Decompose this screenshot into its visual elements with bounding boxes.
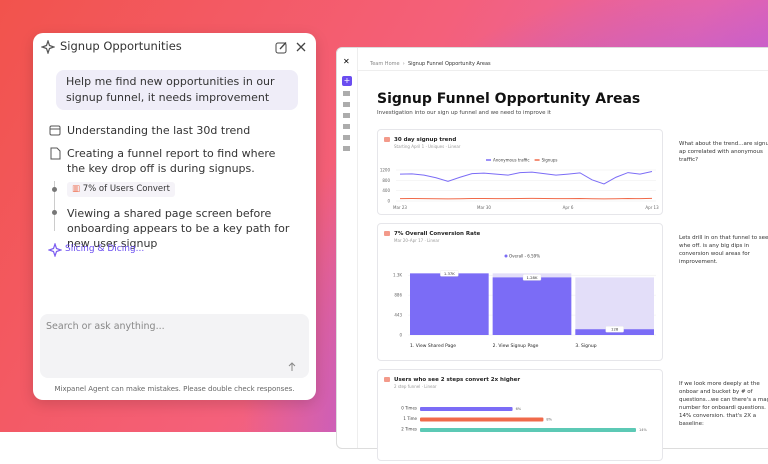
y-tick-label: 0 — [399, 333, 402, 338]
chart-title: 7% Overall Conversion Rate — [394, 231, 480, 237]
x-tick-label: Mar 23 — [393, 205, 407, 210]
chart-subtitle: Mar 20–Apr 17 · Linear — [394, 238, 440, 243]
sidebar: ✕ + — [337, 48, 358, 448]
user-message: Help me find new opportunities in our si… — [56, 70, 298, 110]
close-button[interactable] — [296, 42, 306, 52]
panel-title: Signup Opportunities — [60, 39, 182, 54]
y-tick-label: 400 — [382, 188, 390, 193]
bar — [420, 428, 636, 432]
step: Creating a funnel report to find where t… — [67, 146, 292, 176]
bar — [410, 273, 489, 335]
badge-text: 7% of Users Convert — [83, 184, 170, 194]
y-tick-label: 886 — [394, 293, 402, 298]
page: Signup Opportunities Help me find new op… — [0, 0, 768, 432]
disclaimer: Mixpanel Agent can make mistakes. Please… — [33, 385, 316, 393]
logo: ✕ — [343, 57, 350, 66]
bar — [420, 407, 513, 411]
value-label: 8% — [546, 418, 552, 422]
edit-button[interactable] — [275, 41, 288, 54]
report-icon — [49, 147, 61, 160]
chart-icon — [384, 231, 390, 236]
chart-title: 30 day signup trend — [394, 137, 456, 143]
y-tick-label: 800 — [382, 178, 390, 183]
value-label: 1.37K — [444, 271, 455, 276]
breadcrumb-item[interactable]: Team Home — [370, 61, 400, 67]
new-button[interactable]: + — [342, 76, 352, 86]
page-subtitle: Investigation into our sign up funnel an… — [377, 110, 551, 116]
status-text: Slicing & Dicing... — [65, 244, 144, 254]
page-title: Signup Funnel Opportunity Areas — [377, 91, 640, 107]
chart-title: Users who see 2 steps convert 2x higher — [394, 377, 520, 383]
legend-swatch — [505, 255, 508, 258]
send-button[interactable] — [288, 362, 296, 372]
chart-icon — [384, 377, 390, 382]
value-label: 6% — [516, 407, 522, 411]
x-tick-label: 1. View Shared Page — [410, 343, 456, 349]
chart-icon — [384, 137, 390, 142]
legend-label: Anonymous traffic — [493, 158, 530, 163]
x-tick-label: 2. View Signup Page — [493, 343, 539, 349]
category-label: 2 Times — [401, 427, 417, 432]
series-line — [400, 172, 652, 184]
legend-label: Overall - 6.59% — [509, 254, 540, 259]
sparkle-icon — [48, 243, 62, 257]
y-tick-label: 443 — [394, 313, 402, 318]
note: Lets drill in on that funnel to see whe … — [679, 234, 768, 266]
category-label: 0 Times — [401, 406, 417, 411]
y-tick-label: 0 — [387, 199, 390, 204]
breadcrumb-item: Signup Funnel Opportunity Areas — [408, 61, 491, 67]
bullet — [52, 210, 57, 215]
value-label: 14% — [639, 428, 647, 432]
chart-subtitle: 2 step funnel · Linear — [394, 384, 437, 389]
input-placeholder: Search or ask anything... — [46, 321, 165, 332]
x-tick-label: Apr 13 — [645, 205, 659, 210]
hbar-chart: Users who see 2 steps convert 2x higher2… — [378, 370, 662, 460]
step: Understanding the last 30d trend — [67, 123, 250, 138]
bar — [493, 277, 572, 335]
y-tick-label: 1200 — [380, 168, 391, 173]
agent-panel: Signup Opportunities Help me find new op… — [33, 33, 316, 400]
breadcrumb: Team Home › Signup Funnel Opportunity Ar… — [370, 61, 491, 67]
x-tick-label: Mar 30 — [477, 205, 491, 210]
x-tick-label: 3. Signup — [575, 343, 596, 349]
app-window: ✕ + Team Home › Signup Funnel Opportunit… — [336, 47, 768, 449]
value-label: 128 — [611, 327, 619, 332]
legend-label: Signups — [542, 158, 558, 163]
bar — [420, 418, 543, 422]
category-label: 1 Time — [403, 416, 417, 421]
value-label: 1.28K — [527, 275, 538, 280]
nav-icons[interactable] — [343, 91, 350, 153]
x-tick-label: Apr 6 — [563, 205, 574, 210]
divider — [357, 70, 768, 71]
result-badge: ▥ 7% of Users Convert — [67, 182, 175, 197]
calendar-icon — [49, 124, 61, 136]
note: What about the trend...are signups ap co… — [679, 140, 768, 164]
note: If we look more deeply at the onboar and… — [679, 380, 768, 428]
y-tick-label: 1.3K — [393, 273, 402, 278]
chart-subtitle: Starting April 1 · Uniques · Linear — [394, 144, 461, 149]
bullet — [52, 187, 57, 192]
sparkle-icon — [41, 40, 55, 54]
chat-input[interactable]: Search or ask anything... — [40, 314, 309, 378]
series-line — [400, 198, 652, 199]
